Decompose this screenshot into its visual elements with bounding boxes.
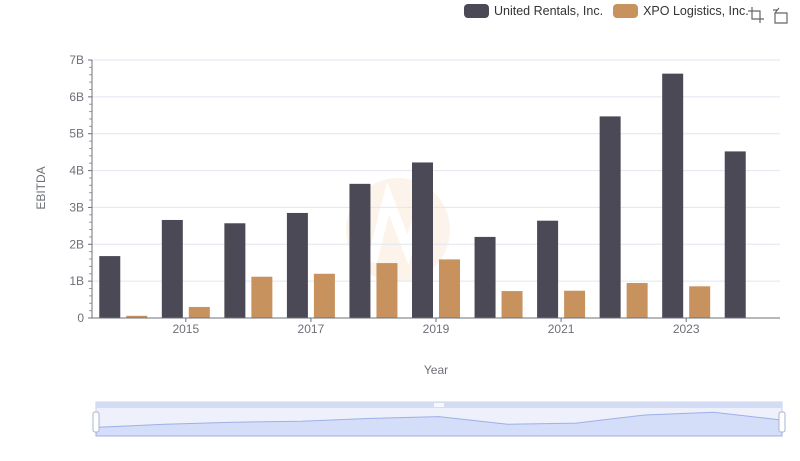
bar-united-rentals-2015[interactable] xyxy=(161,219,183,318)
y-tick-label: 3B xyxy=(69,200,84,214)
x-tick-label: 2017 xyxy=(298,322,325,336)
chart-legend: United Rentals, Inc. XPO Logistics, Inc. xyxy=(464,4,759,18)
bar-united-rentals-2014[interactable] xyxy=(99,256,121,318)
legend-label-united-rentals: United Rentals, Inc. xyxy=(494,4,604,18)
bar-xpo-logistics-2018[interactable] xyxy=(376,263,398,318)
legend-swatch-xpo-logistics xyxy=(613,4,639,18)
bar-xpo-logistics-2019[interactable] xyxy=(439,259,460,318)
zoom-reset-icon[interactable] xyxy=(772,6,790,24)
slider-handle-right[interactable] xyxy=(778,411,786,433)
bar-united-rentals-2022[interactable] xyxy=(599,116,621,319)
x-axis-title: Year xyxy=(424,363,448,377)
y-tick-label: 6B xyxy=(69,90,84,104)
slider-preview-area xyxy=(95,411,783,437)
y-tick-label: 4B xyxy=(69,164,84,178)
y-tick-label: 7B xyxy=(69,53,84,67)
x-tick-label: 2015 xyxy=(172,322,199,336)
slider-drag-grip[interactable] xyxy=(434,403,444,407)
y-tick-label: 5B xyxy=(69,127,84,141)
bar-xpo-logistics-2017[interactable] xyxy=(313,273,335,318)
legend-label-xpo-logistics: XPO Logistics, Inc. xyxy=(643,4,749,18)
legend-swatch-united-rentals xyxy=(464,4,489,18)
slider-handle-left[interactable] xyxy=(92,411,100,433)
x-tick-label: 2023 xyxy=(673,322,700,336)
y-tick-label: 0 xyxy=(77,311,84,325)
bar-xpo-logistics-2014[interactable] xyxy=(126,315,148,318)
bar-united-rentals-2019[interactable] xyxy=(412,162,433,318)
y-axis-title: EBITDA xyxy=(34,166,48,209)
y-tick-label: 1B xyxy=(69,274,84,288)
x-tick-label: 2019 xyxy=(423,322,450,336)
bar-united-rentals-2017[interactable] xyxy=(286,212,308,318)
bar-united-rentals-2016[interactable] xyxy=(224,223,246,318)
bar-xpo-logistics-2023[interactable] xyxy=(689,286,711,318)
bar-xpo-logistics-2021[interactable] xyxy=(564,290,586,318)
bar-xpo-logistics-2016[interactable] xyxy=(251,276,273,318)
bar-united-rentals-2018[interactable] xyxy=(349,183,371,318)
bar-xpo-logistics-2020[interactable] xyxy=(501,291,523,318)
x-tick-label: 2021 xyxy=(548,322,575,336)
bar-united-rentals-2021[interactable] xyxy=(537,220,559,318)
bar-xpo-logistics-2022[interactable] xyxy=(626,282,648,318)
y-tick-label: 2B xyxy=(69,237,84,251)
bar-united-rentals-2023[interactable] xyxy=(662,73,684,318)
bar-xpo-logistics-2015[interactable] xyxy=(188,306,210,318)
zoom-select-icon[interactable] xyxy=(747,6,765,24)
bar-united-rentals-2024[interactable] xyxy=(724,151,746,318)
data-zoom-slider[interactable] xyxy=(92,401,786,437)
legend-item-united-rentals[interactable]: United Rentals, Inc. xyxy=(464,4,603,18)
bar-united-rentals-2020[interactable] xyxy=(474,236,496,318)
legend-item-xpo-logistics[interactable]: XPO Logistics, Inc. xyxy=(613,4,749,18)
